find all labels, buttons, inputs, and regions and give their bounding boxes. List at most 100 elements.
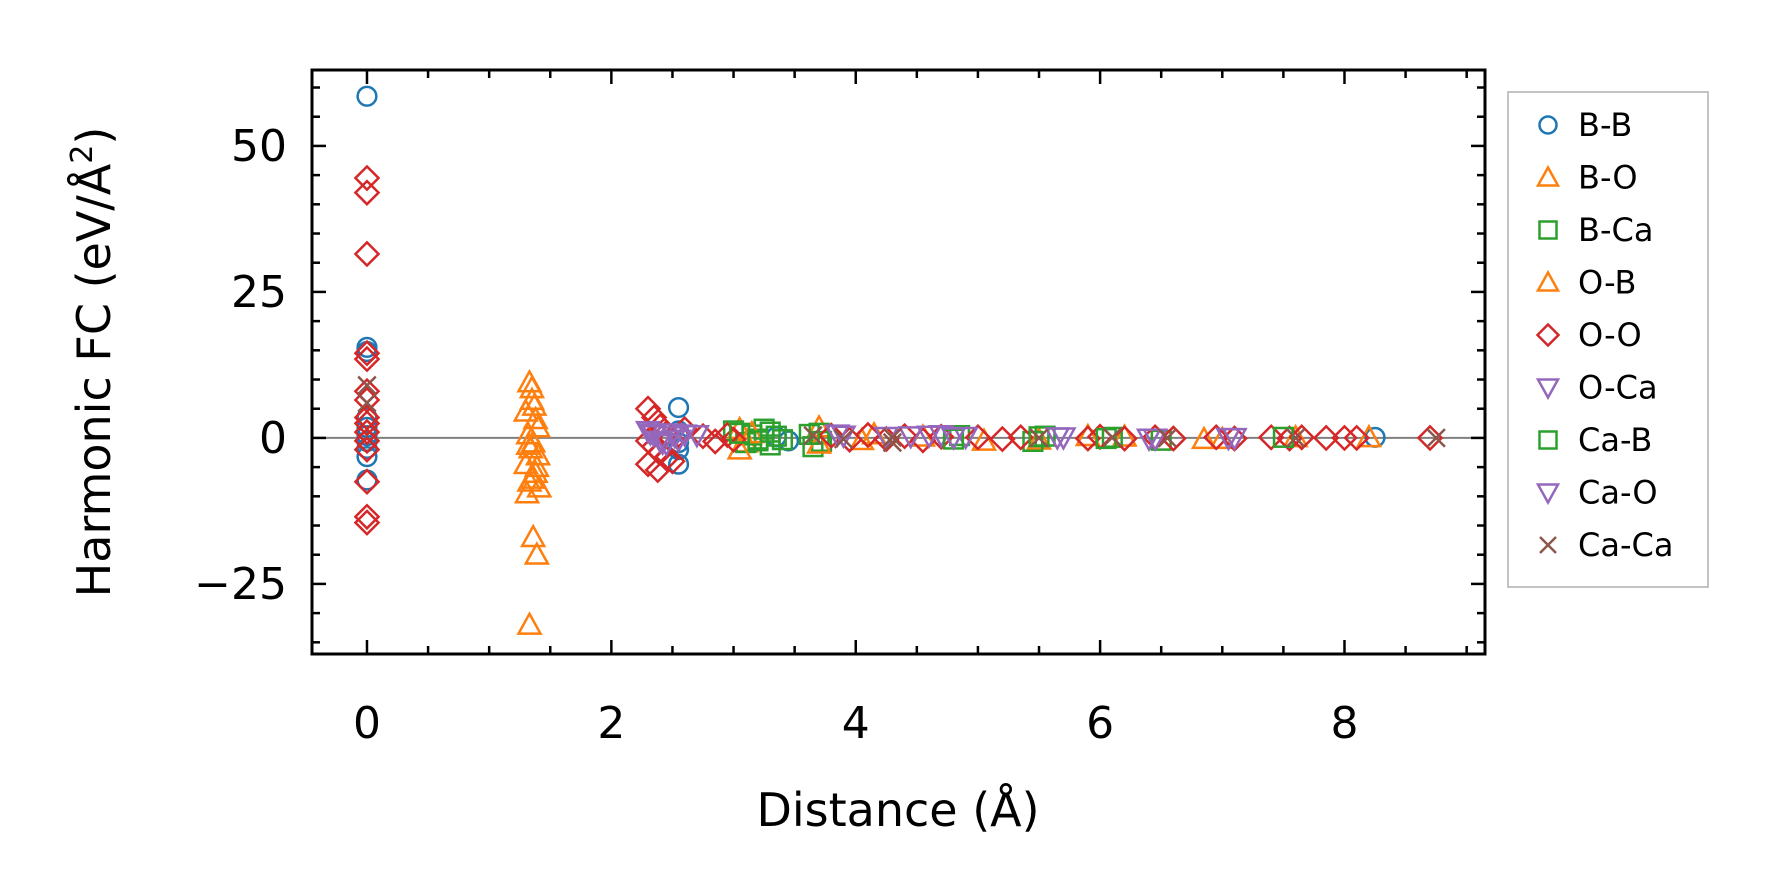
data-point [653, 445, 680, 472]
legend-item-o-o: O-O [1535, 316, 1642, 354]
data-point [1312, 424, 1340, 452]
data-point [518, 465, 546, 489]
data-point [689, 422, 717, 450]
legend-label: O-B [1578, 264, 1636, 302]
data-point [353, 468, 381, 496]
legend-label: Ca-B [1578, 421, 1652, 459]
series-ca-b [729, 421, 1294, 452]
x-tick-label: 2 [597, 698, 625, 749]
data-point [353, 377, 381, 405]
plot-frame [310, 68, 1487, 656]
y-axis-title: Harmonic FC (eV/Å2) [65, 127, 121, 598]
data-point [1426, 428, 1446, 448]
data-point [1257, 424, 1285, 451]
y-tick-label: 0 [259, 413, 287, 464]
data-point [647, 430, 674, 455]
data-point [777, 430, 800, 452]
data-point [940, 427, 967, 451]
series-b-o [512, 368, 1383, 635]
series-o-o [353, 164, 1444, 536]
data-point [522, 405, 549, 430]
legend-marker [1538, 430, 1558, 450]
data-point [649, 432, 676, 457]
data-point [1215, 427, 1242, 452]
data-point [520, 523, 547, 548]
y-axis-title-sup: 2 [65, 145, 100, 164]
data-point [970, 427, 998, 451]
legend-item-o-ca: O-Ca [1535, 369, 1658, 407]
data-point [848, 426, 875, 451]
data-point [516, 611, 543, 635]
y-axis-title-close: ) [67, 127, 121, 145]
data-point [353, 427, 381, 455]
data-point [683, 424, 711, 449]
x-axis-title: Distance (Å) [756, 783, 1039, 837]
data-point [1111, 425, 1138, 452]
data-point [353, 339, 381, 367]
data-point [353, 240, 381, 268]
data-point [897, 426, 924, 450]
legend-marker [1539, 536, 1557, 554]
legend-label: O-Ca [1578, 369, 1658, 407]
legend-item-o-b: O-B [1535, 264, 1636, 302]
data-point [964, 424, 992, 451]
y-axis-title-main: Harmonic FC (eV/Å [67, 163, 121, 597]
data-point [1285, 428, 1306, 448]
series-ca-ca [357, 375, 1446, 453]
legend-item-b-ca: B-Ca [1538, 211, 1653, 249]
data-point [1095, 427, 1117, 450]
data-point [357, 393, 377, 413]
data-point [882, 432, 903, 453]
data-point [515, 431, 542, 455]
data-point [659, 447, 686, 475]
data-point [882, 427, 903, 448]
legend-item-ca-b: Ca-B [1538, 421, 1652, 459]
data-point [1025, 426, 1053, 450]
data-point [512, 450, 539, 475]
x-tick-label: 6 [1086, 698, 1114, 749]
data-point [353, 503, 381, 531]
y-tick-labels: −25 0 25 50 [194, 121, 287, 610]
data-point [1202, 424, 1230, 451]
data-point [634, 395, 662, 423]
data-point [665, 429, 692, 454]
data-points [353, 85, 1446, 635]
data-point [1157, 428, 1177, 448]
legend: B-B B-O B-Ca O-B O-O O-Ca Ca-B Ca-O Ca-Ca [1507, 91, 1709, 588]
legend-marker [1535, 378, 1561, 401]
y-tick-label: 25 [231, 267, 287, 318]
data-point [803, 425, 823, 446]
data-point [915, 425, 943, 450]
data-point [759, 421, 781, 443]
data-point [523, 541, 550, 565]
data-point [1272, 426, 1294, 448]
data-point [356, 85, 378, 107]
legend-label: B-B [1578, 106, 1632, 144]
legend-item-ca-o: Ca-O [1535, 474, 1658, 512]
legend-item-b-b: B-B [1538, 106, 1632, 144]
legend-label: B-Ca [1578, 211, 1653, 249]
legend-item-ca-ca: Ca-Ca [1539, 526, 1673, 564]
data-point [1029, 428, 1049, 448]
x-tick-label: 8 [1330, 698, 1358, 749]
data-point [671, 424, 698, 448]
data-point [1074, 422, 1102, 447]
data-point [353, 164, 381, 192]
legend-label: O-O [1578, 316, 1642, 354]
data-point [1343, 424, 1371, 452]
y-tick-label: −25 [194, 559, 287, 610]
legend-marker [1535, 483, 1561, 506]
data-point [513, 479, 541, 504]
data-point [667, 396, 690, 419]
data-point [353, 436, 381, 463]
data-point [521, 392, 548, 416]
data-point [1074, 425, 1102, 452]
data-point [798, 423, 820, 446]
x-tick-label: 0 [353, 698, 381, 749]
data-point [720, 426, 747, 453]
minor-ticks [312, 70, 1485, 654]
data-point [1044, 427, 1071, 451]
major-ticks [312, 70, 1485, 654]
legend-label: B-O [1578, 159, 1638, 197]
